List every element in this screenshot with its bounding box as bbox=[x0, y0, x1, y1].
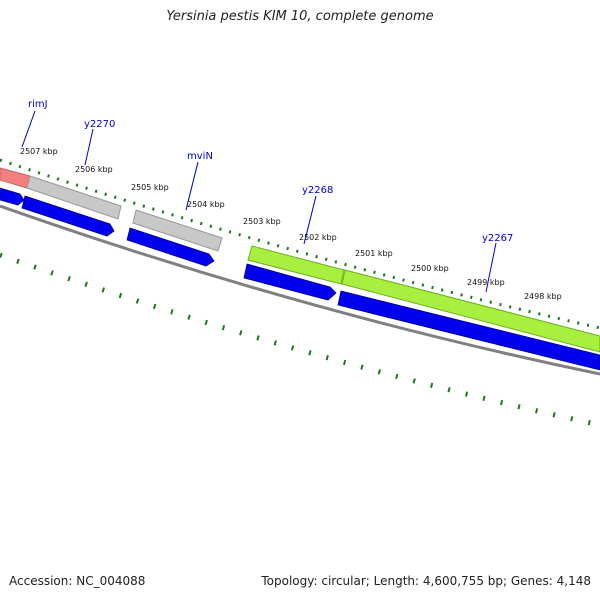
gene-y2267[interactable] bbox=[341, 269, 600, 353]
ruler-label: 2505 kbp bbox=[131, 183, 169, 192]
leader-line bbox=[21, 110, 36, 148]
gene-rimJ[interactable] bbox=[0, 167, 31, 189]
genome-backbone bbox=[0, 204, 600, 376]
leader-line bbox=[303, 195, 317, 245]
genome-summary-text: Topology: circular; Length: 4,600,755 bp… bbox=[261, 574, 591, 588]
ruler-label: 2504 kbp bbox=[187, 200, 225, 209]
cds-arrow[interactable] bbox=[337, 290, 600, 371]
gene-label-mviN[interactable]: mviN bbox=[187, 151, 213, 162]
gene-mviN[interactable] bbox=[132, 209, 223, 252]
leader-line bbox=[185, 161, 199, 211]
ruler-label: 2502 kbp bbox=[299, 233, 337, 242]
ruler-label: 2506 kbp bbox=[75, 165, 113, 174]
cds-arrow[interactable] bbox=[21, 195, 115, 237]
map-title: Yersinia pestis KIM 10, complete genome bbox=[166, 9, 434, 24]
leader-line bbox=[485, 242, 497, 293]
cds-arrow[interactable] bbox=[243, 263, 337, 301]
ruler-label: 2500 kbp bbox=[411, 264, 449, 273]
gene-y2270[interactable] bbox=[26, 175, 122, 220]
cds-arrow[interactable] bbox=[0, 187, 25, 206]
gene-label-y2270[interactable]: y2270 bbox=[84, 119, 115, 130]
gene-label-rimJ[interactable]: rimJ bbox=[28, 99, 48, 110]
ruler-label: 2503 kbp bbox=[243, 217, 281, 226]
cds-arrow[interactable] bbox=[126, 227, 215, 267]
outer-tick-ring bbox=[0, 158, 600, 330]
ruler-label: 2499 kbp bbox=[467, 278, 505, 287]
ruler-label: 2507 kbp bbox=[20, 147, 58, 156]
ruler-label: 2498 kbp bbox=[524, 292, 562, 301]
gene-label-y2267[interactable]: y2267 bbox=[482, 233, 513, 244]
ruler-label: 2501 kbp bbox=[355, 249, 393, 258]
accession-text: Accession: NC_004088 bbox=[9, 574, 146, 588]
gene-label-y2268[interactable]: y2268 bbox=[302, 185, 333, 196]
leader-line bbox=[84, 128, 94, 166]
gene-y2268[interactable] bbox=[247, 245, 345, 285]
